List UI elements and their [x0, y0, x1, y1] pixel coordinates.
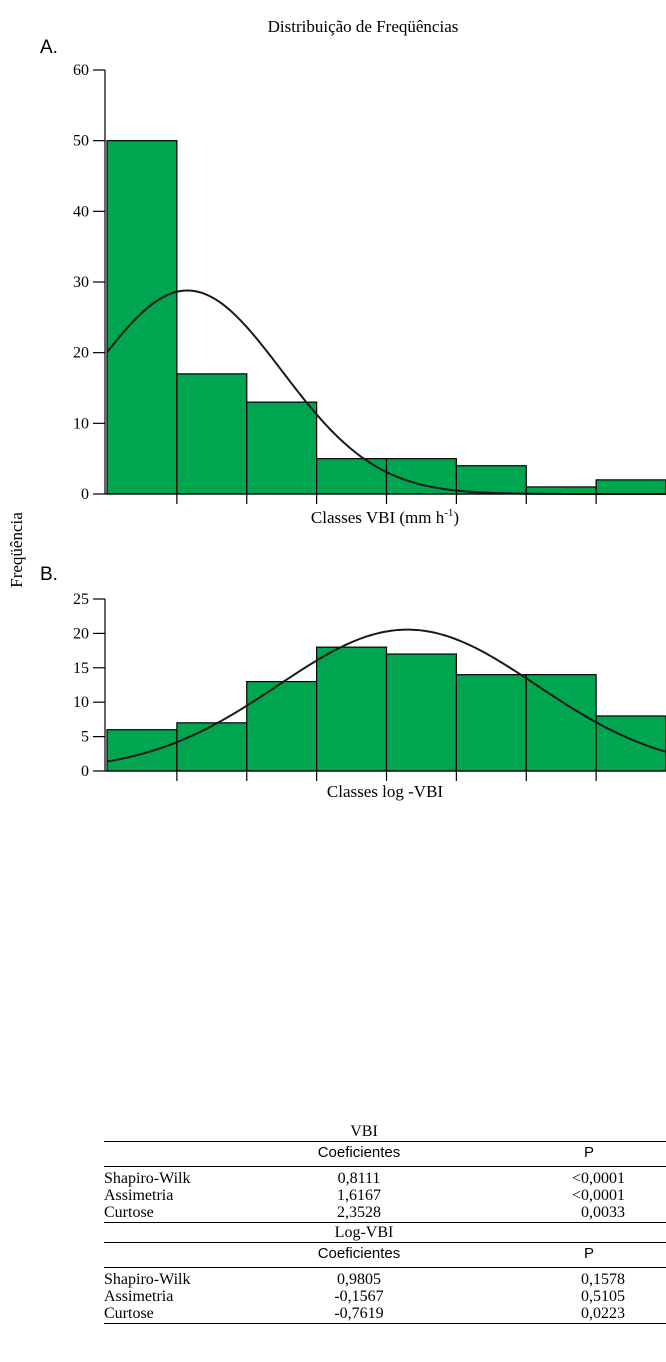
- panel-a-axes: 0 10 20 30 40 50 60: [73, 62, 666, 504]
- histogram-bar: [595, 715, 666, 772]
- row-p: <0,0001: [571, 1187, 625, 1204]
- histogram-bar: [595, 479, 666, 495]
- y-tick-label: 10: [73, 694, 89, 711]
- y-tick-label: 5: [81, 729, 89, 746]
- panel-b-label: B.: [40, 564, 58, 585]
- y-tick-label: 0: [81, 763, 89, 780]
- row-coef: -0,1567: [334, 1288, 384, 1305]
- logvbi-col-p: P: [583, 1245, 594, 1262]
- y-tick-label: 50: [73, 133, 89, 150]
- histogram-bar: [316, 646, 388, 772]
- panel-b-bars: [106, 646, 666, 772]
- logvbi-col-coeficientes: Coeficientes: [317, 1245, 401, 1262]
- logvbi-header-row: Coeficientes P: [104, 1242, 666, 1268]
- y-tick-label: 15: [73, 660, 89, 677]
- histogram-bar: [106, 140, 178, 495]
- y-tick-label: 30: [73, 274, 89, 291]
- panel-b: B. 0 5 10 15 20 25 Classes log -VBI: [40, 564, 666, 801]
- histogram-bar: [455, 674, 527, 772]
- y-tick-label: 20: [73, 625, 89, 642]
- panel-a: A. 0 10 20 30 40 50 60 Classes VBI (mm h-1): [40, 37, 666, 527]
- row-p: 0,0033: [581, 1204, 625, 1221]
- y-tick-label: 25: [73, 591, 89, 608]
- panel-b-normal-curve: [106, 628, 666, 763]
- table-row: Shapiro-Wilk 0,8111 <0,0001: [104, 1170, 666, 1187]
- table-row: Assimetria -0,1567 0,5105: [104, 1288, 666, 1305]
- vbi-col-p: P: [583, 1144, 594, 1161]
- row-label: Assimetria: [104, 1187, 174, 1204]
- histogram-bar: [246, 401, 318, 495]
- shared-y-axis-label: Freqüência: [7, 512, 26, 588]
- row-coef: 2,3528: [337, 1204, 381, 1221]
- table-row: Assimetria 1,6167 <0,0001: [104, 1187, 666, 1204]
- vbi-block: VBI Coeficientes P Shapiro-Wilk 0,8111 <…: [104, 1122, 666, 1223]
- logvbi-block: Log-VBI Coeficientes P Shapiro-Wilk 0,98…: [104, 1223, 666, 1324]
- row-label: Assimetria: [104, 1288, 174, 1305]
- table-row: Shapiro-Wilk 0,9805 0,1578: [104, 1271, 666, 1288]
- row-p: 0,5105: [581, 1288, 625, 1305]
- logvbi-rows: Shapiro-Wilk 0,9805 0,1578 Assimetria -0…: [104, 1268, 666, 1324]
- histogram-bar: [385, 653, 457, 772]
- y-tick-label: 60: [73, 62, 89, 79]
- histogram-bar: [176, 722, 248, 772]
- logvbi-block-title: Log-VBI: [334, 1224, 394, 1241]
- panel-a-label: A.: [40, 37, 58, 58]
- row-label: Curtose: [104, 1204, 154, 1221]
- row-label: Curtose: [104, 1305, 154, 1322]
- figure-title: Distribuição de Freqüências: [268, 17, 459, 36]
- panel-a-x-axis-label: Classes VBI (mm h-1): [311, 507, 459, 527]
- histogram-bar: [316, 458, 388, 495]
- row-coef: 1,6167: [337, 1187, 381, 1204]
- histogram-bar: [176, 373, 248, 495]
- table-row: Curtose -0,7619 0,0223: [104, 1305, 666, 1322]
- row-label: Shapiro-Wilk: [104, 1170, 191, 1187]
- panel-b-axes: 0 5 10 15 20 25: [73, 591, 666, 781]
- row-coef: 0,9805: [337, 1271, 381, 1288]
- row-p: 0,1578: [581, 1271, 625, 1288]
- vbi-rows: Shapiro-Wilk 0,8111 <0,0001 Assimetria 1…: [104, 1167, 666, 1223]
- histogram-bar: [106, 729, 178, 772]
- y-tick-label: 40: [73, 203, 89, 220]
- histogram-bar: [455, 465, 527, 495]
- row-coef: 0,8111: [337, 1170, 381, 1187]
- row-p: <0,0001: [571, 1170, 625, 1187]
- panel-b-x-axis-label: Classes log -VBI: [327, 782, 444, 801]
- statistics-table: VBI Coeficientes P Shapiro-Wilk 0,8111 <…: [104, 1122, 666, 1324]
- y-tick-label: 0: [81, 486, 89, 503]
- vbi-block-title: VBI: [350, 1123, 378, 1140]
- histogram-bar: [525, 674, 597, 772]
- panel-a-bars: [106, 140, 666, 495]
- y-tick-label: 10: [73, 415, 89, 432]
- y-tick-label: 20: [73, 345, 89, 362]
- histogram-bar: [246, 680, 318, 772]
- table-row: Curtose 2,3528 0,0033: [104, 1204, 666, 1221]
- row-p: 0,0223: [581, 1305, 625, 1322]
- vbi-header-row: Coeficientes P: [104, 1141, 666, 1167]
- row-coef: -0,7619: [334, 1305, 384, 1322]
- vbi-col-coeficientes: Coeficientes: [317, 1144, 401, 1161]
- row-label: Shapiro-Wilk: [104, 1271, 191, 1288]
